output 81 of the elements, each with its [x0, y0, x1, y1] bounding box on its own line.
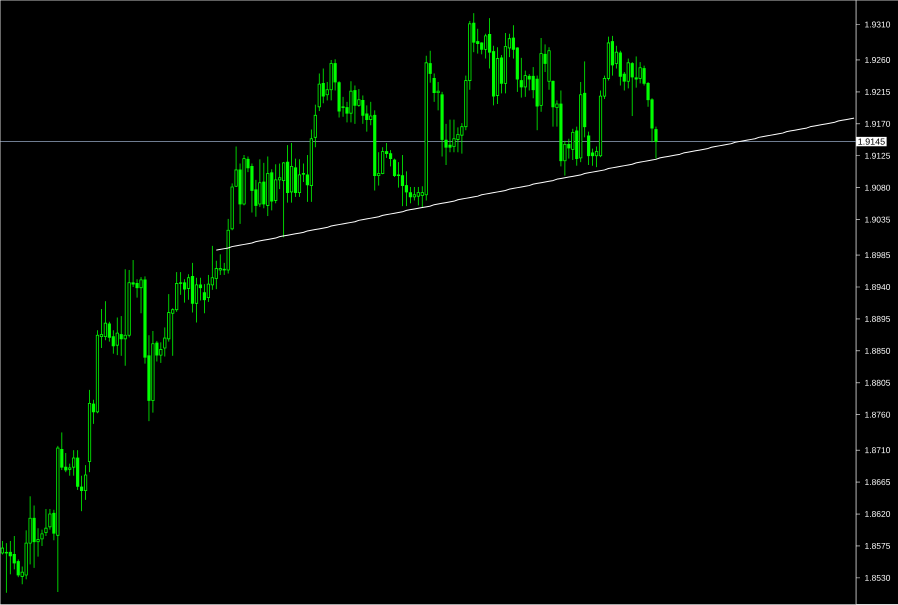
- candlestick: [120, 316, 123, 356]
- y-tick-label: 1.8760: [865, 412, 890, 418]
- candlestick: [456, 127, 460, 153]
- candlestick: [444, 124, 448, 166]
- candlestick: [135, 279, 139, 298]
- candlestick: [396, 162, 400, 188]
- candlestick: [400, 154, 404, 207]
- candlestick: [353, 85, 357, 124]
- candlestick: [361, 95, 364, 124]
- candlestick: [262, 162, 266, 209]
- candlestick: [334, 59, 337, 92]
- candlestick: [520, 58, 523, 98]
- y-tick-label: 1.8620: [865, 511, 890, 518]
- candlestick: [654, 126, 658, 160]
- candlestick: [322, 68, 325, 104]
- candlestick: [282, 162, 286, 238]
- candlestick: [274, 164, 278, 204]
- candlestick: [388, 150, 392, 168]
- candlestick: [68, 463, 72, 476]
- y-tick-label: 1.8985: [865, 252, 890, 258]
- candlestick: [436, 82, 440, 111]
- candlestick: [183, 279, 186, 304]
- y-tick-label: 1.9035: [865, 216, 890, 223]
- candlestick: [64, 452, 68, 473]
- candlestick: [634, 56, 638, 88]
- candlestick: [587, 131, 590, 166]
- candlestick: [392, 158, 396, 178]
- y-tick-label: 1.9310: [865, 22, 890, 28]
- candlestick: [302, 163, 306, 183]
- candlestick: [610, 36, 614, 76]
- ref-line-label: 1.9145: [858, 138, 885, 145]
- candlestick: [638, 62, 642, 84]
- y-tick-label: 1.8940: [865, 284, 890, 290]
- candlestick: [116, 317, 119, 356]
- candlestick: [408, 186, 412, 204]
- candlestick: [448, 119, 452, 153]
- candlestick: [381, 147, 384, 175]
- candlestick: [104, 301, 107, 341]
- candlestick: [432, 73, 436, 102]
- candlestick: [484, 34, 488, 60]
- candlestick: [626, 58, 630, 89]
- candlestick: [214, 260, 218, 290]
- candlestick: [218, 254, 222, 276]
- candlestick: [159, 342, 162, 364]
- candlestick: [571, 128, 574, 161]
- candlestick: [630, 62, 634, 117]
- candlestick: [44, 508, 48, 537]
- candlestick: [202, 284, 206, 314]
- candlestick: [186, 274, 190, 300]
- y-tick-label: 1.8575: [865, 543, 890, 550]
- candlestick: [198, 278, 202, 302]
- y-tick-label: 1.8805: [865, 380, 890, 386]
- candlestick: [298, 159, 302, 198]
- y-tick-label: 1.8665: [865, 479, 890, 486]
- candlestick: [124, 269, 127, 366]
- candlestick: [416, 186, 420, 206]
- candlestick: [84, 464, 88, 500]
- y-tick-label: 1.9170: [865, 121, 890, 128]
- y-tick-label: 1.9260: [865, 57, 890, 64]
- candlestick: [48, 508, 52, 530]
- candlestick: [258, 159, 262, 208]
- candlestick: [404, 171, 408, 207]
- candlestick: [412, 186, 416, 202]
- candlestick: [318, 73, 321, 112]
- candlestick: [452, 119, 456, 153]
- y-tick-label: 1.8710: [865, 447, 890, 454]
- candlestick: [528, 74, 531, 92]
- candlestick: [349, 81, 353, 124]
- y-tick-label: 1.8850: [865, 348, 890, 354]
- candlestick: [524, 70, 527, 98]
- candlestick: [108, 322, 111, 342]
- candlestick: [32, 505, 36, 569]
- y-tick-label: 1.8530: [865, 575, 890, 582]
- candlestick: [40, 529, 44, 547]
- y-tick-label: 1.9080: [865, 184, 890, 191]
- y-tick-label: 1.9125: [865, 153, 890, 159]
- candlestick: [206, 274, 210, 303]
- candlestick: [194, 278, 198, 324]
- y-tick-label: 1.8895: [865, 316, 890, 322]
- candlestick: [4, 542, 8, 594]
- y-tick-label: 1.9215: [865, 89, 890, 96]
